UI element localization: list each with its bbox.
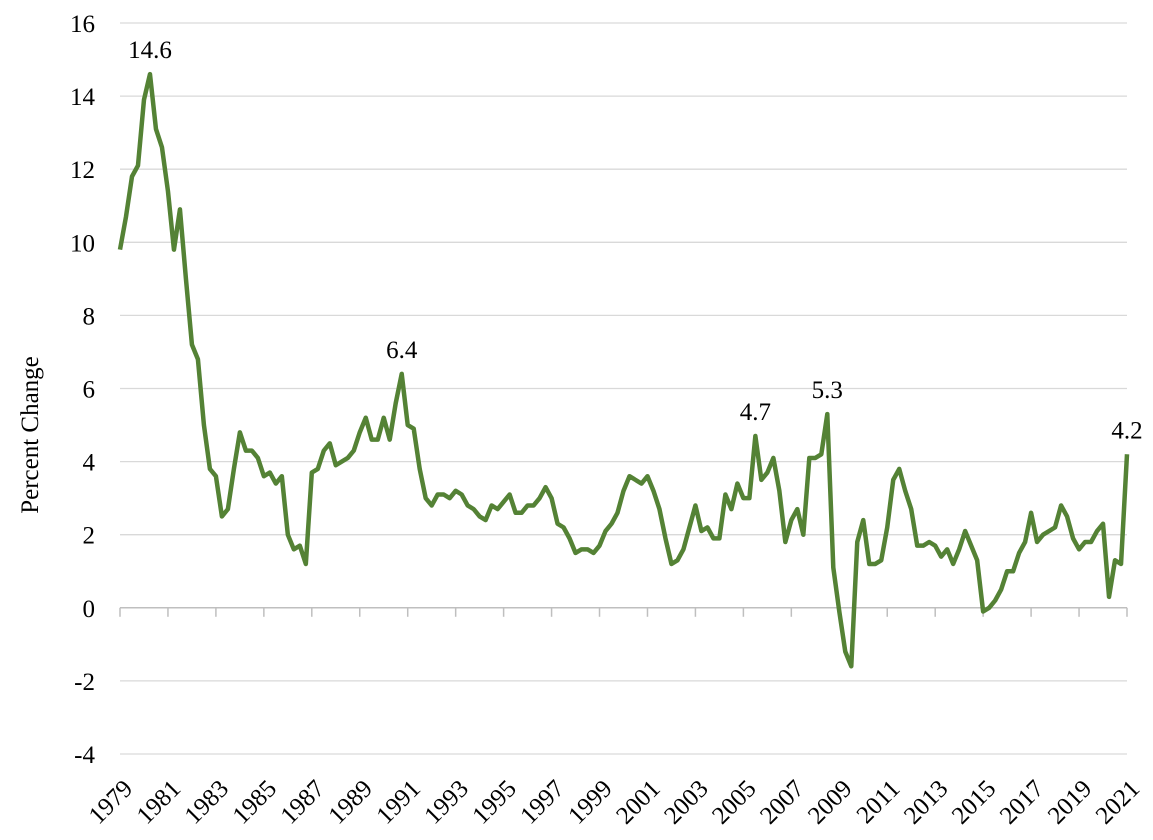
x-tick-label: 1983 bbox=[180, 775, 234, 829]
x-tick-label: 1991 bbox=[372, 775, 426, 829]
y-tick-label: 10 bbox=[70, 230, 95, 257]
y-tick-label: 8 bbox=[83, 303, 96, 330]
x-tick-label: 2005 bbox=[707, 775, 761, 829]
x-tick-label: 2003 bbox=[659, 775, 713, 829]
y-tick-label: 2 bbox=[83, 523, 96, 550]
y-tick-label: 6 bbox=[83, 377, 96, 404]
data-label: 6.4 bbox=[386, 337, 418, 364]
y-axis-label: Percent Change bbox=[17, 356, 44, 514]
x-tick-label: 1987 bbox=[276, 775, 330, 829]
line bbox=[117, 71, 1130, 669]
x-tick-label: 2015 bbox=[947, 775, 1001, 829]
x-tick-label: 2007 bbox=[755, 775, 809, 829]
x-tick-label: 1981 bbox=[132, 775, 186, 829]
x-tick-label: 2013 bbox=[899, 775, 953, 829]
x-tick-label: 1989 bbox=[324, 775, 378, 829]
data-label: 4.7 bbox=[740, 399, 771, 426]
y-tick-label: 4 bbox=[83, 450, 96, 477]
y-tick-label: 0 bbox=[83, 596, 96, 623]
x-tick-label: 2019 bbox=[1043, 775, 1097, 829]
x-tick-label: 1999 bbox=[563, 775, 617, 829]
x-tick-label: 1995 bbox=[467, 775, 521, 829]
x-tick-label: 1993 bbox=[419, 775, 473, 829]
data-label: 14.6 bbox=[128, 37, 172, 64]
y-tick-label: -4 bbox=[74, 742, 95, 769]
x-tick-label: 1985 bbox=[228, 775, 282, 829]
y-tick-label: 16 bbox=[70, 11, 95, 38]
x-tick-label: 1997 bbox=[515, 775, 569, 829]
x-tick-label: 2011 bbox=[852, 775, 906, 829]
y-tick-label: 12 bbox=[70, 157, 95, 184]
x-tick-label: 2021 bbox=[1091, 775, 1145, 829]
x-tick-label: 2009 bbox=[803, 775, 857, 829]
x-tick-label: 2001 bbox=[611, 775, 665, 829]
y-tick-label: -2 bbox=[74, 669, 95, 696]
data-label: 4.2 bbox=[1111, 417, 1142, 444]
y-tick-label: 14 bbox=[70, 84, 96, 111]
x-tick-label: 2017 bbox=[995, 775, 1049, 829]
data-label: 5.3 bbox=[812, 377, 843, 404]
x-tick-label: 1979 bbox=[84, 775, 138, 829]
